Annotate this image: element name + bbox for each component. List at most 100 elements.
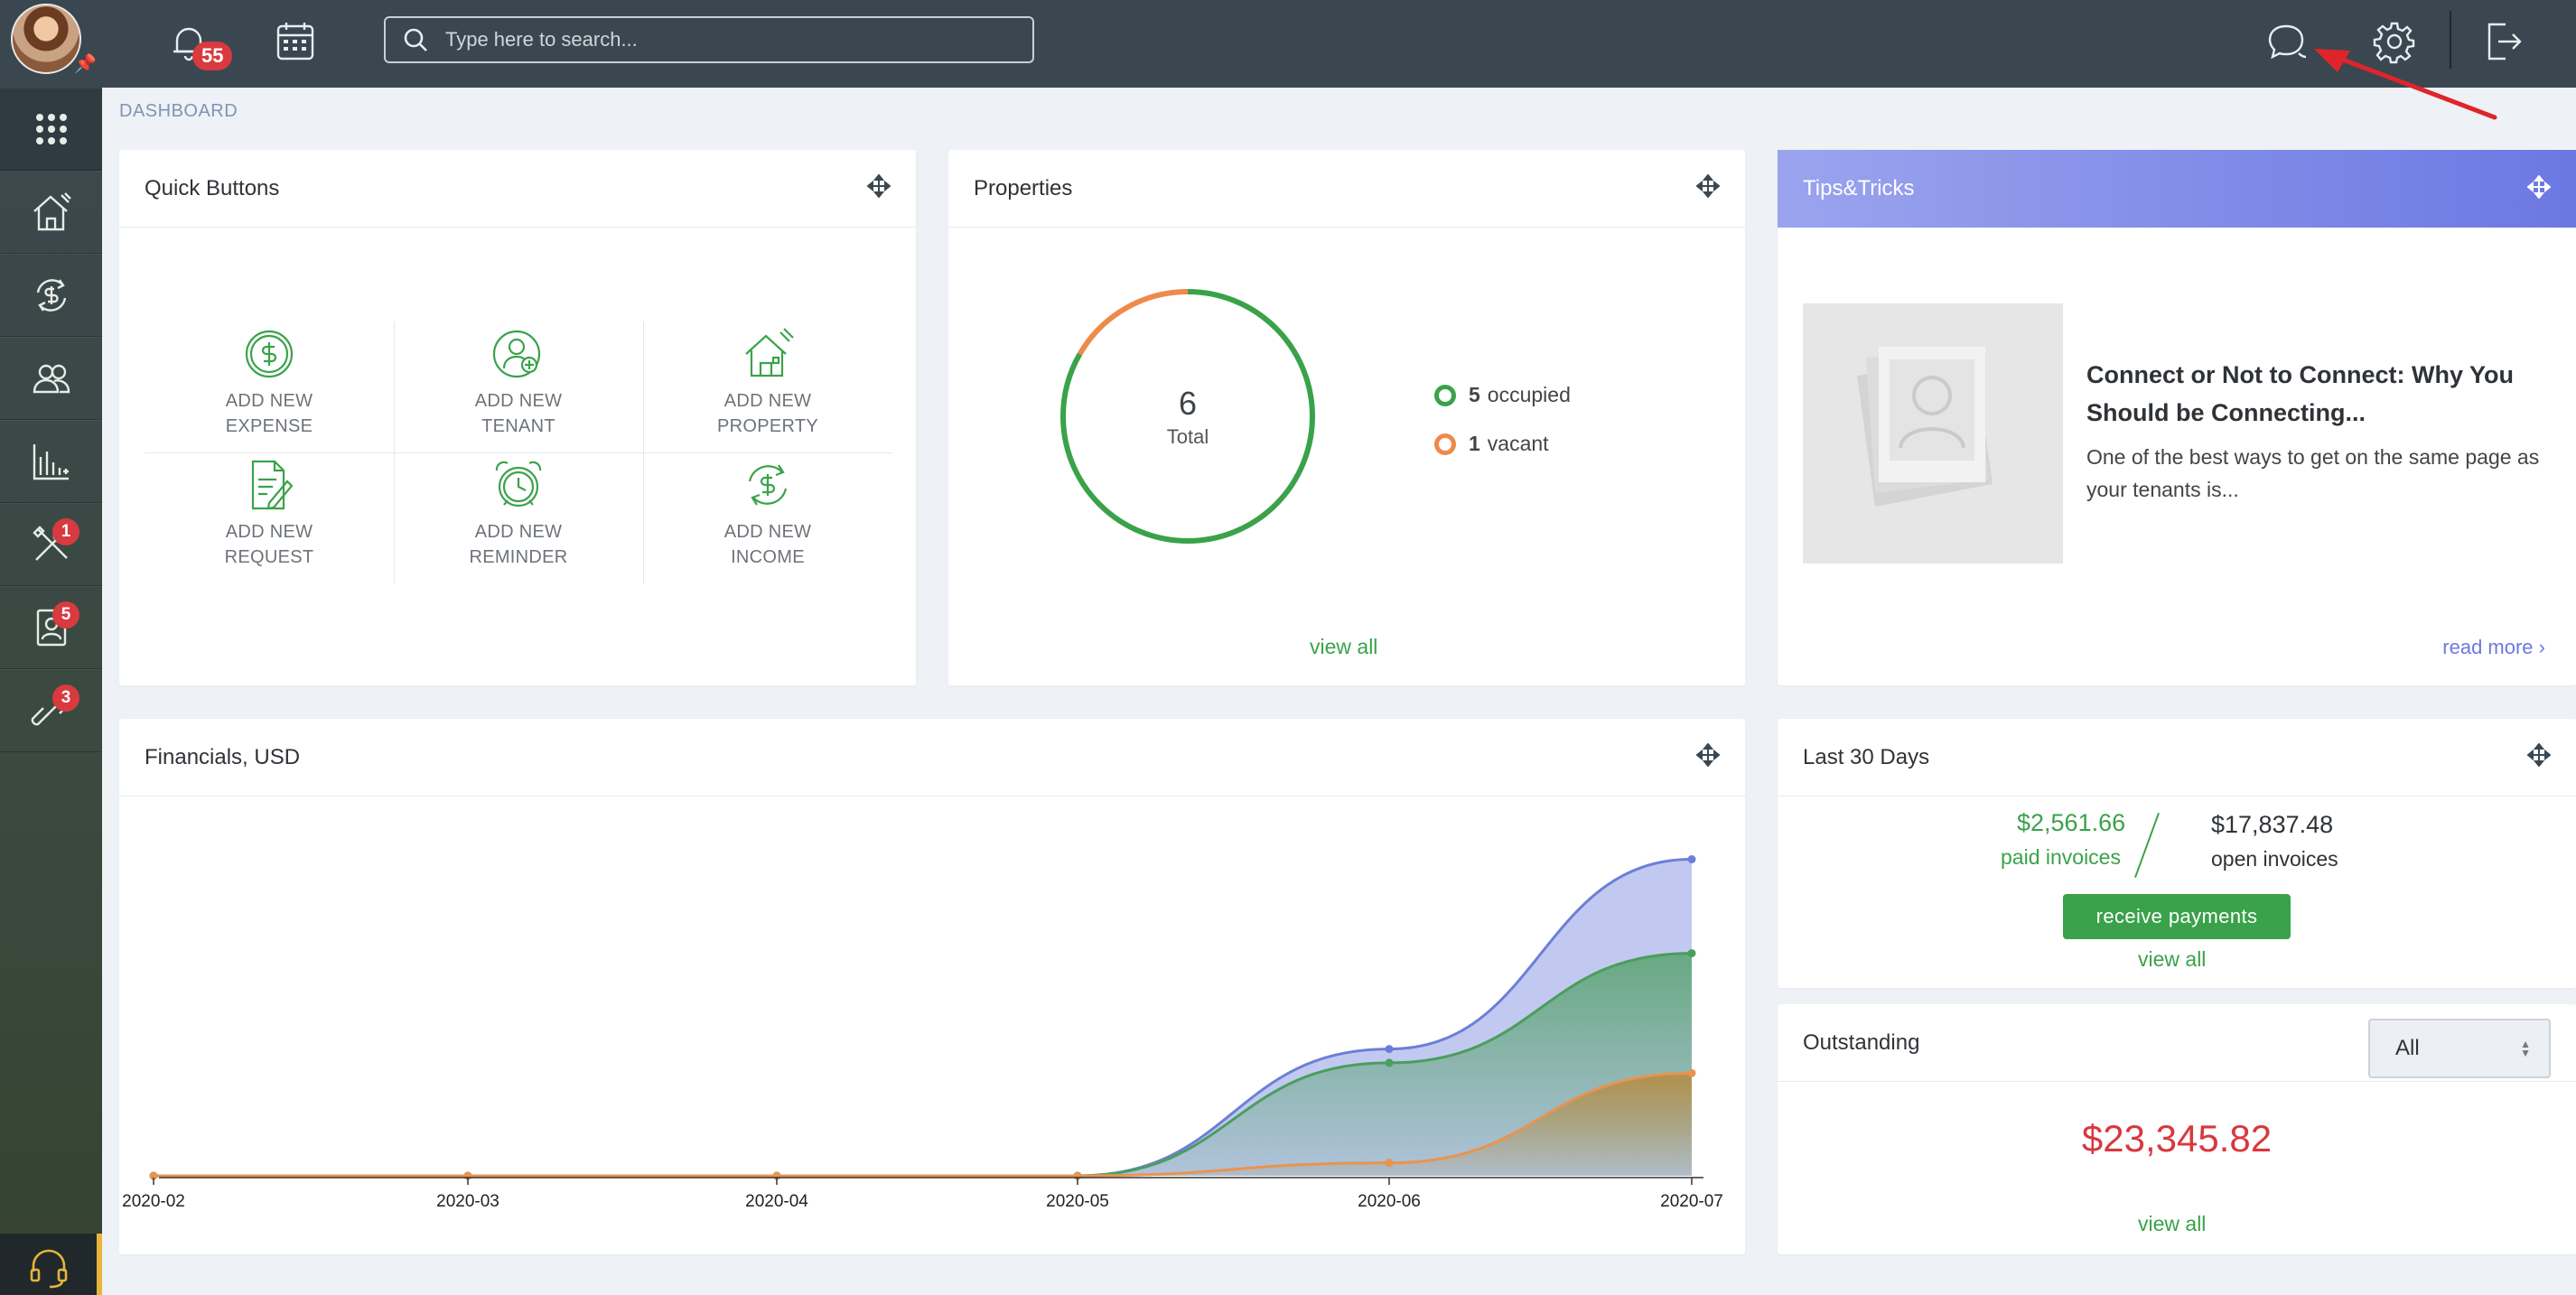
article-excerpt: One of the best ways to get on the same … [2086,445,2540,501]
calendar-button[interactable] [268,14,322,69]
move-handle[interactable] [1695,173,1721,202]
series-c-line [153,1071,1693,1178]
properties-total-label: Total [1166,425,1209,448]
breadcrumb: DASHBOARD [119,101,238,121]
occupied-count: 5 [1469,383,1480,406]
chat-button[interactable] [2260,14,2314,69]
add-tenant-button[interactable]: ADD NEW TENANT [394,321,643,452]
sidebar-item-reports[interactable] [0,420,102,503]
chat-bubbles-icon [2268,24,2307,60]
legend-vacant: 1 vacant [1434,432,1549,456]
headset-icon [30,1249,67,1289]
bar-chart-icon [33,444,69,480]
logout-button[interactable] [2476,14,2530,69]
calendar-icon [276,23,314,61]
qb-label: ADD NEW PROPERTY [716,391,819,436]
outstanding-filter-select[interactable]: All ▲ ▼ [2368,1019,2551,1078]
sidebar-item-links[interactable]: 3 [0,669,102,752]
sidebar-item-maintenance[interactable]: 1 [0,503,102,586]
logout-icon [2487,23,2522,61]
qb-label: ADD NEW EXPENSE [225,391,313,436]
gear-icon [2373,22,2415,64]
add-request-button[interactable]: ADD NEW REQUEST [145,452,394,583]
add-tenant-icon [492,330,541,378]
card-title: Quick Buttons [145,175,280,200]
qb-label: ADD NEW TENANT [474,391,563,436]
x-tick-label: 2020-03 [436,1192,499,1211]
add-expense-button[interactable]: ADD NEW EXPENSE [145,321,394,452]
series-c-area [154,1073,1692,1176]
series-c-point[interactable] [1687,1068,1696,1077]
move-handle[interactable] [866,173,891,202]
card-title: Last 30 Days [1803,744,1930,769]
properties-card: Properties 6 Total 5 occupied 1 vacant v… [948,150,1745,685]
properties-total: 6 [1178,385,1198,422]
article-title[interactable]: Connect or Not to Connect: Why You Shoul… [2086,361,2514,426]
read-more-link[interactable]: read more › [2442,636,2545,659]
last30-view-all-link[interactable]: view all [2138,947,2207,971]
move-icon [2526,742,2552,768]
add-income-button[interactable]: ADD NEW INCOME [643,452,892,583]
photo-placeholder-icon [1857,347,1993,507]
read-more-label: read more [2442,636,2534,658]
move-handle[interactable] [2526,173,2552,203]
sidebar-item-properties[interactable] [0,171,102,254]
series-b-point[interactable] [1687,949,1696,958]
sidebar-item-contacts[interactable]: 5 [0,586,102,669]
outstanding-card: Outstanding All ▲ ▼ $23,345.82 view all [1778,1004,2576,1254]
links-badge: 3 [52,685,79,712]
series-c-point[interactable] [1385,1159,1394,1168]
series-a-point[interactable] [1385,1045,1394,1054]
vacant-count: 1 [1469,432,1480,455]
properties-donut-chart [1060,289,1316,544]
card-title: Outstanding [1803,1029,1920,1055]
house-icon [745,328,794,377]
x-tick-label: 2020-06 [1358,1192,1421,1211]
topbar-divider [2450,11,2451,69]
series-c-point[interactable] [149,1171,158,1180]
request-icon [251,460,294,510]
search-input[interactable] [445,28,1023,51]
sidebar-item-tenants[interactable] [0,337,102,420]
grid-dots-icon [35,114,67,144]
quick-buttons-card: Quick Buttons ADD NEW EXPENSE ADD NEW TE… [119,150,916,685]
paid-invoices-label: paid invoices [2001,845,2121,869]
money-cycle-icon [36,279,66,312]
vacant-ring-icon [1434,433,1456,455]
pin-icon[interactable]: 📌 [74,54,97,74]
vacant-label: vacant [1487,432,1549,455]
series-b-point[interactable] [1385,1058,1394,1067]
search-box[interactable] [384,16,1034,63]
occupied-ring-icon [1434,384,1456,406]
series-a-point[interactable] [1687,855,1696,864]
card-title: Properties [974,175,1073,200]
outstanding-amount: $23,345.82 [2081,1117,2273,1160]
move-handle[interactable] [1695,742,1721,771]
maintenance-badge: 1 [52,518,79,545]
chevron-right-icon: › [2538,636,2545,658]
financials-card: Financials, USD 2020-02 2020-03 2020-04 202… [119,719,1745,1254]
properties-view-all-link[interactable]: view all [1310,635,1378,658]
article-image[interactable] [1803,303,2063,564]
move-handle[interactable] [2526,742,2552,771]
sidebar-item-transactions[interactable] [0,254,102,337]
tips-card: Tips&Tricks Connect or Not to Connect: W… [1778,150,2576,685]
outstanding-view-all-link[interactable]: view all [2138,1212,2207,1235]
support-button[interactable] [0,1234,102,1295]
sidebar-item-dashboard[interactable] [0,88,102,171]
add-property-button[interactable]: ADD NEW PROPERTY [643,321,892,452]
notifications-badge: 55 [192,42,233,70]
divider [145,452,892,453]
receive-payments-button[interactable]: receive payments [2063,894,2291,939]
move-icon [1695,742,1721,768]
last-30-days-card: Last 30 Days $2,561.66 paid invoices $17… [1778,719,2576,988]
add-reminder-button[interactable]: ADD NEW REMINDER [394,452,643,583]
settings-button[interactable] [2367,14,2422,69]
x-tick-label: 2020-04 [745,1192,808,1211]
sidebar: 📌 1 5 3 [0,0,102,1295]
x-tick-label: 2020-05 [1046,1192,1109,1211]
avatar[interactable] [11,4,81,74]
move-icon [866,173,891,199]
card-title: Tips&Tricks [1803,176,1915,200]
x-tick-label: 2020-02 [122,1192,185,1211]
